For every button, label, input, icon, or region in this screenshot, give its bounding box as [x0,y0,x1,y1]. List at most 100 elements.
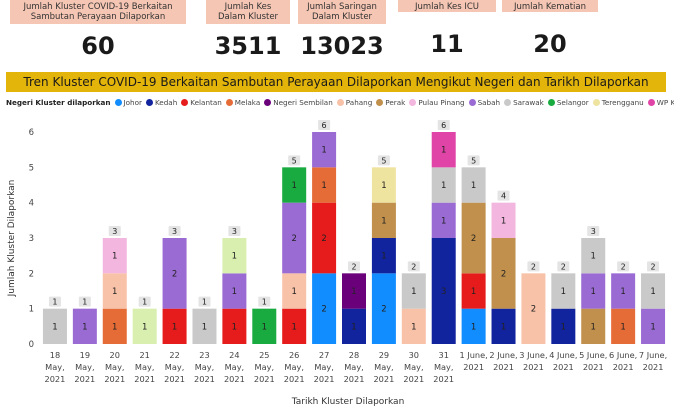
chart-title: Tren Kluster COVID-19 Berkaitan Sambutan… [6,72,666,92]
x-tick-label: 31 [439,350,449,360]
bar-segment [491,202,516,238]
segment-value-label: 1 [321,146,326,156]
segment-value-label: 1 [351,287,356,297]
total-badge [348,261,360,272]
legend-label: Perak [385,97,406,107]
legend-item[interactable]: Sabah [468,97,501,107]
segment-value-label: 2 [321,234,326,244]
x-tick-label: 23 [199,350,209,360]
y-tick-label: 3 [29,234,34,244]
segment-value-label: 2 [501,269,506,279]
total-value-label: 3 [591,227,596,236]
legend-item[interactable]: WP Kuala Lumpur [647,98,674,107]
total-badge [138,296,151,307]
bar-segment [282,273,307,309]
segment-value-label: 1 [650,287,655,297]
total-badge [407,261,420,272]
segment-value-label: 1 [381,252,386,262]
segment-value-label: 1 [202,322,207,332]
x-tick-label: 2021 [583,362,604,372]
bar-segment [491,238,516,309]
x-tick-label: 2021 [224,374,245,384]
x-tick-label: 2021 [523,362,544,372]
x-tick-label: 2021 [433,374,454,384]
segment-value-label: 1 [561,287,566,297]
bar-segment [581,308,606,344]
total-badge [467,155,480,166]
x-tick-label: 2021 [284,374,305,384]
legend-item[interactable]: Melaka [225,98,260,107]
segment-value-label: 1 [291,322,296,332]
bar-segment [431,167,456,203]
segment-value-label: 3 [441,287,446,297]
x-tick-label: 27 [319,350,329,360]
x-tick-label: May, [255,362,275,372]
x-tick-label: May, [225,362,245,372]
legend-item[interactable]: Kedah [145,98,177,107]
x-tick-label: May, [75,362,95,372]
x-tick-label: 29 [379,350,389,360]
x-tick-label: 7 June, [639,350,667,360]
total-badge [108,226,121,236]
legend-label: Johor [123,97,142,107]
bar-segment [491,308,516,344]
bar-segment [461,308,486,344]
y-tick-label: 2 [29,269,34,279]
x-axis-label: Tarikh Kluster Dilaporkan [291,397,405,407]
y-tick-label: 4 [29,199,34,209]
total-value-label: 1 [202,298,207,307]
x-tick-label: 2021 [254,374,275,384]
legend-title: Negeri Kluster dilaporkan [6,97,111,107]
legend-dot-icon [181,98,189,106]
stacked-bar-chart: Jumlah Kluster Dilaporkan01234561118May,… [7,120,667,407]
segment-value-label: 1 [501,322,506,332]
legend-label: Selangor [556,97,589,107]
total-value-label: 2 [651,262,656,271]
kpi-value-kematian: 20 [533,30,567,58]
segment-value-label: 1 [561,322,566,332]
x-tick-label: May, [284,362,304,372]
x-tick-label: May, [195,362,215,372]
segment-value-label: 1 [112,287,117,297]
legend-item[interactable]: Terengganu [592,98,644,107]
legend-item[interactable]: Pahang [336,98,372,107]
segment-value-label: 1 [471,181,476,191]
segment-value-label: 1 [411,322,416,332]
bar-segment [521,273,546,344]
legend-item[interactable]: Negeri Sembilan [264,98,333,107]
bar-segment [312,273,337,344]
y-axis-label: Jumlah Kluster Dilaporkan [7,180,17,298]
total-value-label: 5 [381,156,386,165]
legend-label: Sabah [477,97,501,107]
x-tick-label: May, [344,362,364,372]
segment-value-label: 1 [232,287,237,297]
x-tick-label: 2 June, [489,350,517,360]
x-tick-label: 2021 [553,362,574,372]
legend-item[interactable]: Kelantan [181,98,222,107]
bar-segment [282,308,307,344]
segment-value-label: 1 [441,146,446,156]
legend-item[interactable]: Johor [114,97,142,107]
segment-value-label: 1 [52,322,57,332]
x-tick-label: 19 [80,350,90,360]
legend-item[interactable]: Selangor [547,97,589,107]
bar-segment [342,273,366,309]
legend-dot-icon [409,98,417,106]
legend-item[interactable]: Sarawak [504,98,544,107]
bar-segment [551,308,576,344]
total-value-label: 6 [322,121,327,130]
legend-dot-icon [145,98,153,106]
bar-segment [371,167,396,203]
y-tick-label: 5 [29,163,34,173]
legend-item[interactable]: Pulau Pinang [409,98,465,107]
legend-label: Kelantan [190,97,222,107]
y-tick-label: 1 [29,305,34,315]
total-badge [48,296,61,307]
total-badge [78,296,91,307]
legend-item[interactable]: Perak [376,98,405,107]
x-tick-label: May, [404,362,424,372]
legend-dot-icon [264,98,272,106]
bar-segment [371,273,396,344]
segment-value-label: 1 [471,322,476,332]
legend-dot-icon [592,98,600,106]
